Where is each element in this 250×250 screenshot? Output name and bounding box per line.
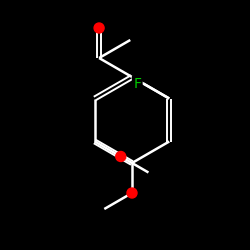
Text: F: F (133, 76, 141, 90)
Circle shape (94, 23, 104, 33)
Circle shape (116, 152, 126, 162)
Circle shape (127, 188, 137, 198)
